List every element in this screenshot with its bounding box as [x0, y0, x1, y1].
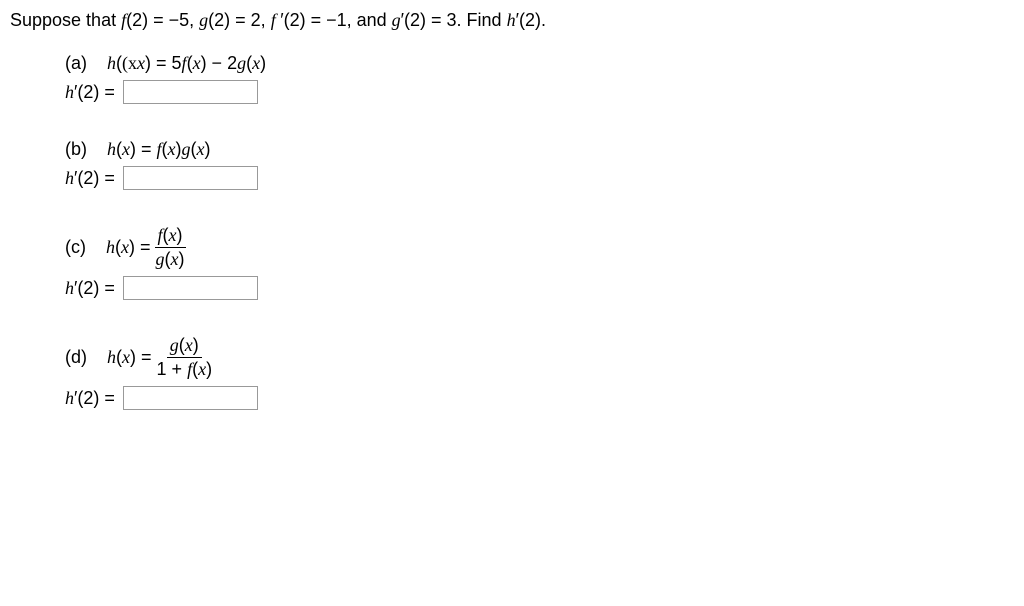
part-c-label: (c)	[65, 237, 86, 258]
part-a-minus: ) − 2	[201, 53, 238, 73]
part-b-answer-label: h′(2) =	[65, 168, 115, 189]
text-g2paren: (2) = 2,	[208, 10, 271, 30]
part-a-header: (a) h((xx) = 5f(x) − 2g(x)	[65, 53, 1014, 74]
text-f2paren: (2) = −5,	[126, 10, 199, 30]
part-b-label: (b)	[65, 139, 87, 159]
text-hp2paren: ′(2).	[516, 10, 546, 30]
part-d-eq: ) =	[130, 347, 152, 368]
part-a-eq: ) = 5	[145, 53, 182, 73]
part-c-fraction: f(x) g(x)	[153, 225, 188, 270]
part-d-header: (d) h(x) = g(x) 1 + f(x)	[65, 335, 217, 380]
part-a: (a) h((xx) = 5f(x) − 2g(x) h′(2) =	[65, 53, 1014, 104]
part-b-g: g	[182, 139, 191, 159]
part-b-close2: )	[205, 139, 211, 159]
problem-statement: Suppose that f(2) = −5, g(2) = 2, f ′(2)…	[10, 8, 1014, 33]
part-a-answer-label: h′(2) =	[65, 82, 115, 103]
text-fp: f	[271, 10, 281, 30]
part-b: (b) h(x) = f(x)g(x) h′(2) =	[65, 139, 1014, 190]
part-d-input[interactable]	[123, 386, 258, 410]
part-c-eq: ) =	[129, 237, 151, 258]
part-b-eq: ) =	[130, 139, 157, 159]
part-a-input[interactable]	[123, 80, 258, 104]
part-d-answer-line: h′(2) =	[65, 386, 1014, 410]
part-c-answer-label: h′(2) =	[65, 278, 115, 299]
part-b-header: (b) h(x) = f(x)g(x)	[65, 139, 1014, 160]
part-b-answer-line: h′(2) =	[65, 166, 1014, 190]
text-gp: g	[392, 10, 401, 30]
part-c-h: h	[106, 237, 115, 258]
text-g: g	[199, 10, 208, 30]
part-c: (c) h(x) = f(x) g(x) h′(2) =	[65, 225, 1014, 300]
part-a-close: )	[260, 53, 266, 73]
part-d-h: h	[107, 347, 116, 368]
text-suppose: Suppose that	[10, 10, 121, 30]
part-d-label: (d)	[65, 347, 87, 368]
text-hp: h	[507, 10, 516, 30]
part-c-header: (c) h(x) = f(x) g(x)	[65, 225, 190, 270]
part-a-g: g	[237, 53, 246, 73]
part-d-fraction: g(x) 1 + f(x)	[154, 335, 216, 380]
part-a-answer-line: h′(2) =	[65, 80, 1014, 104]
part-c-input[interactable]	[123, 276, 258, 300]
part-a-h: h	[107, 53, 116, 73]
text-fp2paren: ′(2) = −1, and	[280, 10, 391, 30]
part-b-input[interactable]	[123, 166, 258, 190]
part-b-h: h	[107, 139, 116, 159]
part-d: (d) h(x) = g(x) 1 + f(x) h′(2) =	[65, 335, 1014, 410]
part-a-label: (a)	[65, 53, 87, 73]
part-c-answer-line: h′(2) =	[65, 276, 1014, 300]
part-a-hxp: ((x	[116, 53, 137, 73]
text-gp2paren: ′(2) = 3. Find	[401, 10, 507, 30]
part-d-answer-label: h′(2) =	[65, 388, 115, 409]
